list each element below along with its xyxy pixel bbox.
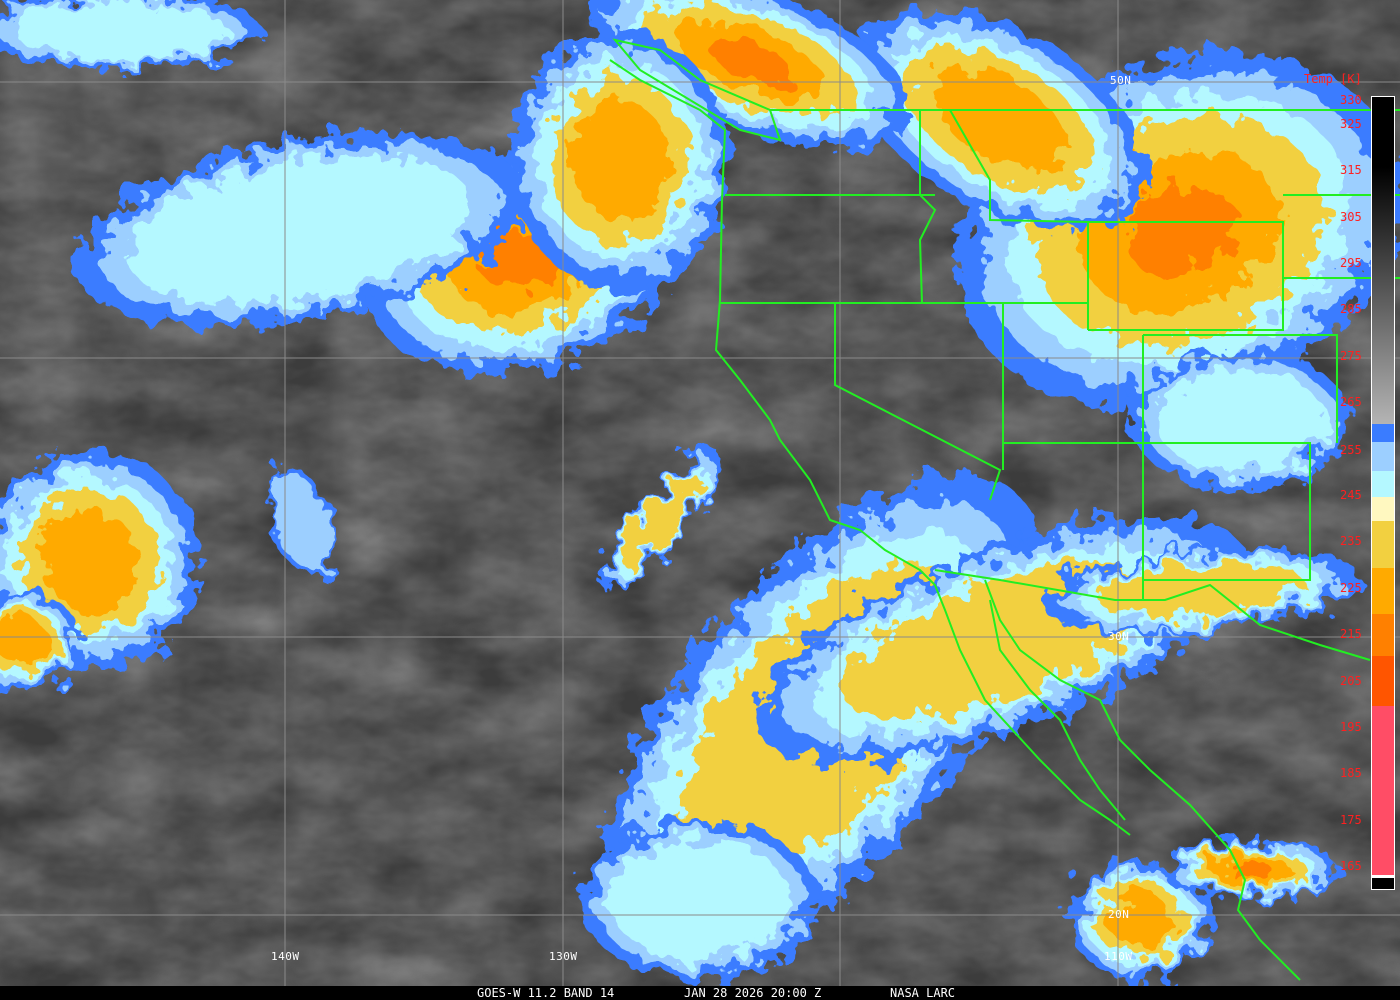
caption-bar: GOES-W 11.2 BAND 14 JAN 28 2026 20:00 Z …	[0, 986, 1400, 1000]
cloud-system-15-level-3	[620, 474, 700, 566]
legend-tick-195: 195	[1340, 720, 1362, 734]
ca-nv-border	[834, 303, 1002, 501]
cloud-system-16-level-2	[1156, 366, 1324, 474]
legend-title: Temp [K]	[1304, 72, 1362, 86]
us-mexico-border	[934, 569, 1371, 661]
lat-label-50n: 50N	[1110, 74, 1132, 87]
legend-tick-255: 255	[1340, 443, 1362, 457]
co-border	[1143, 334, 1338, 443]
coastlines-and-borders	[609, 38, 1400, 981]
lat-label-30n: 30N	[1108, 630, 1130, 643]
legend-tick-275: 275	[1340, 349, 1362, 363]
legend-tick-265: 265	[1340, 395, 1362, 409]
cloud-system-11-level-3	[1097, 562, 1303, 618]
cloud-system-0-level-5	[1124, 185, 1236, 275]
cloud-system-8-level-4	[0, 617, 47, 663]
lon-label-110w: 110W	[1104, 950, 1133, 963]
vancouver-island	[612, 38, 782, 142]
legend-tick-225: 225	[1340, 581, 1362, 595]
legend-tick-235: 235	[1340, 534, 1362, 548]
temperature-colorbar	[1371, 96, 1395, 890]
cloud-system-4-level-4	[570, 101, 670, 219]
caption-product: GOES-W 11.2 BAND 14	[477, 986, 615, 1000]
cloud-system-12-level-4	[1108, 893, 1172, 947]
caption-source: NASA LARC	[890, 986, 956, 1000]
legend-tick-215: 215	[1340, 627, 1362, 641]
pacific-coastline	[609, 59, 1131, 836]
cloud-system-14-level-2	[608, 839, 792, 961]
caption-datetime: JAN 28 2026 20:00 Z	[684, 986, 822, 1000]
legend-tick-205: 205	[1340, 674, 1362, 688]
cloud-system-5-level-2	[127, 156, 473, 304]
legend-tick-315: 315	[1340, 163, 1362, 177]
mt-id-border	[949, 109, 1089, 330]
lon-label-140w: 140W	[271, 950, 300, 963]
legend-tick-245: 245	[1340, 488, 1362, 502]
ut-az-border	[1003, 442, 1311, 581]
legend-tick-325: 325	[1340, 117, 1362, 131]
legend-tick-165: 165	[1340, 859, 1362, 873]
lon-label-130w: 130W	[549, 950, 578, 963]
baja-inner-coast	[989, 599, 1126, 821]
lat-label-20n: 20N	[1108, 908, 1130, 921]
legend-tick-330: 330	[1340, 93, 1362, 107]
cloud-system-7-level-4	[40, 510, 140, 610]
wy-border	[1088, 221, 1284, 331]
legend-tick-305: 305	[1340, 210, 1362, 224]
cloud-system-1-level-4	[934, 69, 1066, 171]
cloud-system-6-level-2	[13, 0, 227, 61]
cloud-system-2-level-5	[709, 38, 791, 82]
id-west-border	[918, 110, 937, 304]
gulf-of-california-coast	[984, 579, 1301, 981]
legend-tick-295: 295	[1340, 256, 1362, 270]
legend-tick-285: 285	[1340, 302, 1362, 316]
legend-tick-175: 175	[1340, 813, 1362, 827]
cloud-system-13-level-5	[1227, 862, 1273, 878]
legend-tick-185: 185	[1340, 766, 1362, 780]
